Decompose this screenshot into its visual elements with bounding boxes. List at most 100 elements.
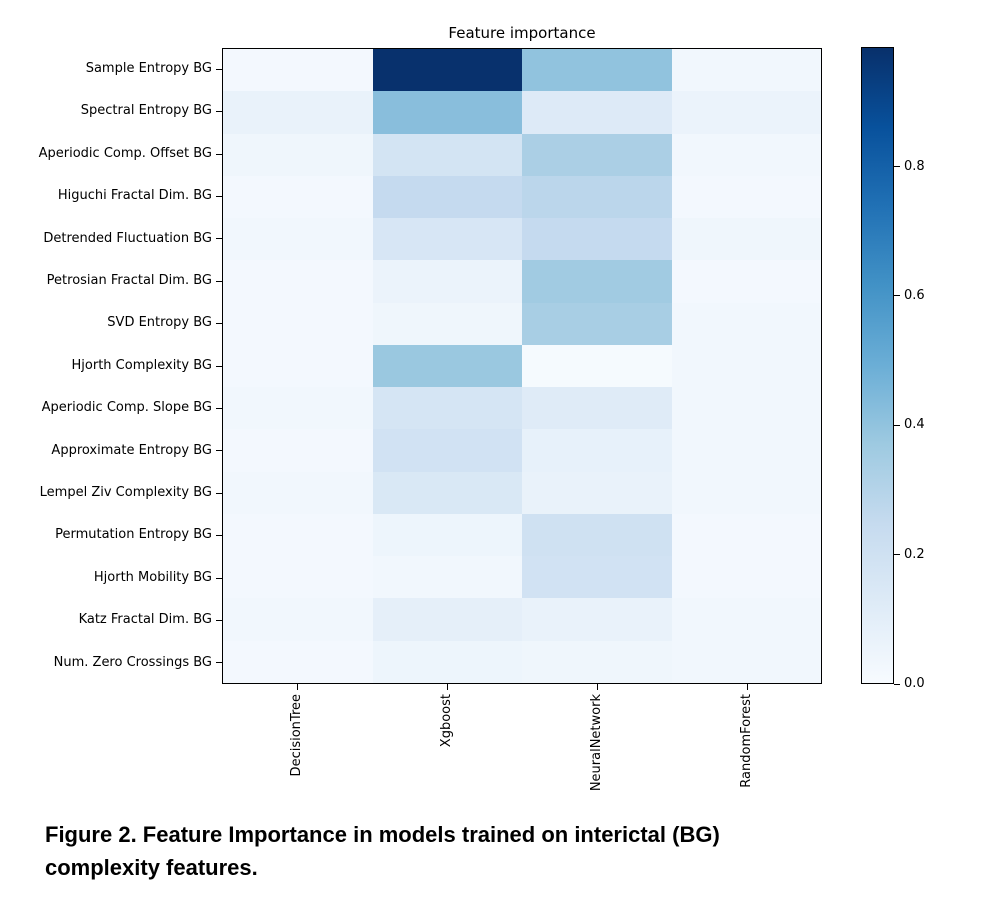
- heatmap-cell: [522, 429, 672, 472]
- y-tick-label: Hjorth Complexity BG: [71, 357, 212, 373]
- heatmap-cell: [671, 175, 821, 219]
- x-tick-mark: [746, 684, 748, 690]
- heatmap-cell: [671, 513, 821, 557]
- y-tick-label: Katz Fractal Dim. BG: [78, 612, 212, 628]
- heatmap-cell: [372, 218, 522, 261]
- heatmap-cell: [671, 429, 821, 472]
- heatmap-cell: [522, 344, 672, 388]
- x-tick-mark: [596, 684, 598, 690]
- heatmap-cell: [522, 640, 672, 683]
- y-tick-label: Permutation Entropy BG: [55, 527, 212, 543]
- heatmap-cell: [522, 556, 672, 599]
- heatmap-cell: [372, 471, 522, 514]
- heatmap-cell: [522, 471, 672, 514]
- y-tick-label: Petrosian Fractal Dim. BG: [46, 273, 212, 288]
- colorbar-tick-label: 0.0: [904, 676, 925, 691]
- heatmap-cell: [223, 302, 373, 345]
- heatmap-cell: [671, 344, 821, 388]
- heatmap-cell: [671, 556, 821, 599]
- heatmap-cell: [372, 175, 522, 219]
- heatmap-cell: [671, 133, 821, 176]
- y-tick-mark: [216, 365, 222, 367]
- heatmap-cell: [223, 387, 373, 430]
- heatmap-cell: [372, 640, 522, 683]
- x-tick-mark: [296, 684, 298, 690]
- heatmap-cell: [522, 218, 672, 261]
- heatmap-cell: [372, 91, 522, 134]
- colorbar-tick-label: 0.8: [904, 158, 925, 174]
- heatmap-cell: [372, 344, 522, 388]
- y-tick-label: Num. Zero Crossings BG: [53, 654, 212, 670]
- colorbar-tick-mark: [894, 554, 900, 556]
- y-tick-mark: [216, 153, 222, 155]
- x-tick-mark: [446, 684, 448, 690]
- x-tick-label: RandomForest: [739, 694, 754, 788]
- heatmap-cell: [671, 640, 821, 683]
- heatmap-cell: [372, 513, 522, 557]
- y-tick-mark: [216, 662, 222, 664]
- y-tick-mark: [216, 68, 222, 70]
- heatmap-cell: [223, 640, 373, 683]
- heatmap-cell: [671, 260, 821, 303]
- y-tick-label: Aperiodic Comp. Slope BG: [41, 400, 212, 416]
- heatmap-cell: [522, 260, 672, 303]
- y-tick-label: Spectral Entropy BG: [80, 103, 212, 119]
- figure-caption-line2: complexity features.: [45, 855, 258, 880]
- y-tick-mark: [216, 619, 222, 621]
- heatmap-cell: [223, 91, 373, 134]
- heatmap-cell: [522, 175, 672, 219]
- x-tick-label: NeuralNetwork: [589, 694, 604, 792]
- y-tick-label: Sample Entropy BG: [85, 61, 212, 76]
- heatmap-cell: [223, 598, 373, 641]
- colorbar-tick-mark: [894, 683, 900, 685]
- heatmap-cell: [223, 175, 373, 219]
- colorbar-tick-label: 0.6: [904, 287, 925, 303]
- y-tick-mark: [216, 450, 222, 452]
- heatmap-cell: [372, 260, 522, 303]
- y-tick-mark: [216, 535, 222, 537]
- heatmap-cell: [223, 218, 373, 261]
- heatmap-cell: [372, 302, 522, 345]
- y-tick-mark: [216, 111, 222, 113]
- heatmap-cell: [671, 218, 821, 261]
- heatmap-cell: [372, 598, 522, 641]
- y-tick-label: Lempel Ziv Complexity BG: [39, 485, 212, 500]
- heatmap-cell: [223, 344, 373, 388]
- heatmap-cell: [671, 387, 821, 430]
- y-tick-mark: [216, 195, 222, 197]
- heatmap-cell: [522, 598, 672, 641]
- y-tick-mark: [216, 323, 222, 325]
- heatmap-cell: [522, 513, 672, 557]
- colorbar-tick-mark: [894, 424, 900, 426]
- heatmap-cell: [522, 302, 672, 345]
- heatmap-cell: [372, 49, 522, 92]
- y-tick-label: Aperiodic Comp. Offset BG: [38, 145, 212, 161]
- y-tick-label: Hjorth Mobility BG: [93, 569, 212, 585]
- heatmap-cell: [223, 513, 373, 557]
- x-tick-label: Xgboost: [439, 694, 454, 748]
- y-tick-label: Approximate Entropy BG: [51, 442, 212, 458]
- heatmap-cell: [671, 49, 821, 92]
- colorbar-tick-label: 0.4: [904, 417, 925, 433]
- x-tick-label: DecisionTree: [289, 694, 304, 777]
- heatmap-cell: [522, 133, 672, 176]
- chart-title: Feature importance: [448, 24, 596, 42]
- y-tick-label: Detrended Fluctuation BG: [43, 230, 212, 246]
- heatmap-cell: [372, 133, 522, 176]
- heatmap-cell: [223, 49, 373, 92]
- colorbar: [861, 47, 894, 684]
- heatmap-cell: [671, 598, 821, 641]
- colorbar-tick-label: 0.2: [904, 546, 925, 562]
- y-tick-mark: [216, 280, 222, 282]
- heatmap-cell: [372, 387, 522, 430]
- heatmap-cell: [671, 91, 821, 134]
- heatmap-cell: [522, 91, 672, 134]
- y-tick-label: SVD Entropy BG: [107, 315, 212, 331]
- colorbar-tick-mark: [894, 295, 900, 297]
- y-tick-mark: [216, 492, 222, 494]
- heatmap-cell: [223, 556, 373, 599]
- y-tick-mark: [216, 577, 222, 579]
- colorbar-tick-mark: [894, 166, 900, 168]
- heatmap-cell: [223, 260, 373, 303]
